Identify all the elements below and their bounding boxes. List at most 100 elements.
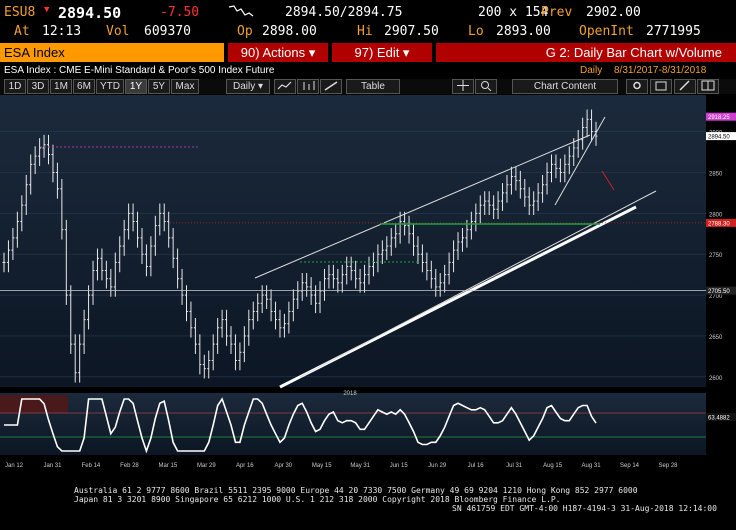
price-marker	[706, 132, 736, 141]
indicator-marker	[706, 413, 736, 421]
range-1y-button[interactable]: 1Y	[125, 79, 147, 94]
quote-time: 12:13	[42, 24, 82, 39]
draw-tool-icon[interactable]	[320, 79, 342, 94]
x-tick-label: May 15	[312, 463, 332, 469]
prev-value: 2902.00	[586, 5, 641, 20]
trendline-wedge	[554, 116, 606, 206]
down-arrow-icon: ▼	[44, 5, 50, 15]
crosshair-icon[interactable]	[452, 79, 474, 94]
price-tick-label: 2600	[709, 376, 723, 382]
x-tick-label: Jul 16	[468, 463, 485, 469]
price-tick-label: 2800	[709, 212, 723, 218]
x-tick-label: Jun 15	[390, 463, 409, 469]
price-panel-bg	[0, 95, 706, 387]
at-label: At	[14, 24, 30, 39]
x-tick-label: Jul 31	[506, 463, 523, 469]
x-tick-label: Feb 28	[120, 463, 139, 469]
prev-label: Prev	[541, 5, 573, 20]
range-5y-button[interactable]: 5Y	[148, 79, 170, 94]
indicator-marker-label: 63.4882	[708, 416, 730, 422]
x-tick-label: May 31	[350, 463, 370, 469]
hi-label: Hi	[357, 24, 373, 39]
range-6m-button[interactable]: 6M	[73, 79, 95, 94]
range-max-button[interactable]: Max	[171, 79, 199, 94]
range-1d-button[interactable]: 1D	[4, 79, 26, 94]
edit-menu[interactable]: 97) Edit ▾	[332, 43, 432, 62]
chart-subtitle: ESA Index : CME E-Mini Standard & Poor's…	[0, 62, 736, 79]
security-description: ESA Index : CME E-Mini Standard & Poor's…	[4, 65, 275, 76]
indicator-shade	[0, 395, 68, 413]
table-button[interactable]: Table	[346, 79, 400, 94]
x-tick-label: Mar 15	[159, 463, 178, 469]
vol-label: Vol	[106, 24, 130, 39]
openint-value: 2771995	[646, 24, 701, 39]
indicator-line	[4, 397, 597, 454]
price-tick-label: 2850	[709, 171, 723, 177]
x-tick-label: Aug 15	[543, 463, 563, 469]
x-tick-label: Apr 16	[236, 463, 254, 469]
x-tick-label: Sep 14	[620, 463, 640, 469]
bid-ask-size: 200 x 154	[478, 5, 549, 20]
down-arrow-annotation	[601, 170, 615, 191]
indicator-axis-bg	[706, 393, 736, 455]
openint-label: OpenInt	[579, 24, 634, 39]
date-range: 8/31/2017-8/31/2018	[614, 65, 707, 76]
layout-icon[interactable]	[697, 79, 719, 94]
x-tick-label: Jan 31	[43, 463, 62, 469]
lo-label: Lo	[468, 24, 484, 39]
price-chart[interactable]: 26002650270027502800285029002918.252894.…	[0, 95, 736, 475]
hi-value: 2907.50	[384, 24, 439, 39]
x-tick-label: Aug 31	[582, 463, 602, 469]
x-tick-label: Apr 30	[274, 463, 292, 469]
range-3d-button[interactable]: 3D	[27, 79, 49, 94]
footer-session: SN 461759 EDT GMT-4:00 H187-4194-3 31-Au…	[452, 504, 717, 513]
indicator-panel-bg	[0, 393, 706, 455]
actions-menu[interactable]: 90) Actions ▾	[228, 43, 328, 62]
vol-value: 609370	[144, 24, 191, 39]
op-value: 2898.00	[262, 24, 317, 39]
bar-style-icon[interactable]	[297, 79, 319, 94]
x-tick-label: Feb 14	[82, 463, 101, 469]
trendline-upper-channel	[254, 134, 591, 279]
footer-contacts-2: Japan 81 3 3201 8900 Singapore 65 6212 1…	[74, 495, 561, 504]
price-tick-label: 2700	[709, 294, 723, 300]
trendline-lower-channel	[299, 190, 657, 378]
op-label: Op	[237, 24, 253, 39]
price-marker-label: 2918.25	[708, 115, 730, 121]
lo-value: 2893.00	[496, 24, 551, 39]
range-1m-button[interactable]: 1M	[50, 79, 72, 94]
bid-ask: 2894.50/2894.75	[285, 5, 403, 20]
footer-contacts-1: Australia 61 2 9777 8600 Brazil 5511 239…	[74, 486, 638, 495]
net-change: -7.50	[160, 5, 200, 20]
price-marker	[706, 112, 736, 121]
price-tick-label: 2650	[709, 335, 723, 341]
price-marker-label: 2788.30	[708, 221, 730, 227]
price-marker	[706, 218, 736, 227]
quote-header: ESU8 ▼ 2894.50 -7.50 2894.50/2894.75 200…	[0, 0, 736, 43]
range-ytd-button[interactable]: YTD	[96, 79, 124, 94]
edit-icon[interactable]	[674, 79, 696, 94]
line-style-icon[interactable]	[274, 79, 296, 94]
period-label: Daily	[580, 65, 603, 76]
price-marker-label: 2705.50	[708, 289, 730, 295]
sparkline-icon	[228, 3, 254, 21]
price-tick-label: 2750	[709, 253, 723, 259]
x-tick-label: Mar 29	[197, 463, 216, 469]
security-field[interactable]: ESA Index	[0, 43, 224, 62]
year-label: 2018	[343, 391, 357, 397]
ticker[interactable]: ESU8	[4, 5, 36, 20]
price-marker	[706, 286, 736, 295]
last-price: 2894.50	[58, 4, 122, 22]
chart-toolbar: 1D 3D 1M 6M YTD 1Y 5Y Max Daily ▾ Table Chart C…	[0, 79, 736, 94]
x-tick-label: Jan 12	[5, 463, 24, 469]
footer: Australia 61 2 9777 8600 Brazil 5511 239…	[0, 484, 736, 530]
title-bar: ESA Index 90) Actions ▾ 97) Edit ▾ G 2: …	[0, 43, 736, 62]
chart-name: G 2: Daily Bar Chart w/Volume	[436, 43, 736, 62]
settings-icon[interactable]	[626, 79, 648, 94]
frequency-dropdown[interactable]: Daily ▾	[226, 79, 270, 94]
zoom-icon[interactable]	[475, 79, 497, 94]
export-icon[interactable]	[650, 79, 672, 94]
x-tick-label: Sep 28	[658, 463, 678, 469]
x-tick-label: Jun 29	[428, 463, 447, 469]
chart-content-button[interactable]: Chart Content	[512, 79, 618, 94]
